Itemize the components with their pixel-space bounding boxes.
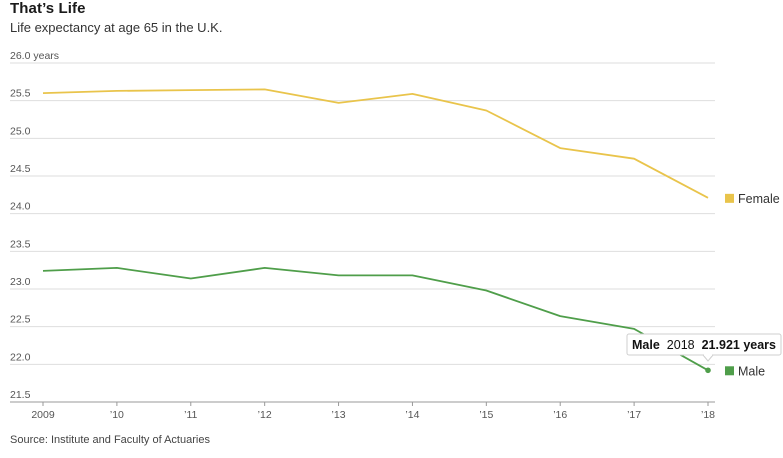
x-tick-label: ’16 <box>553 409 567 421</box>
x-tick-label: ’18 <box>701 409 715 421</box>
y-tick-label: 22.0 <box>10 351 31 363</box>
x-tick-label: ’15 <box>479 409 493 421</box>
male-data-point[interactable] <box>554 310 566 322</box>
female-data-point[interactable] <box>37 87 49 99</box>
y-tick-label: 21.5 <box>10 389 31 401</box>
male-highlight-point <box>705 367 711 374</box>
female-legend-label: Female <box>738 192 780 206</box>
female-data-point[interactable] <box>406 88 418 100</box>
tooltip-value: 21.921 years <box>702 338 776 352</box>
female-data-point[interactable] <box>111 85 123 97</box>
x-tick-label: ’14 <box>405 409 419 421</box>
chart-subtitle: Life expectancy at age 65 in the U.K. <box>10 20 223 35</box>
x-tick-label: ’10 <box>110 409 124 421</box>
y-tick-label: 22.5 <box>10 314 31 326</box>
y-tick-label: 25.5 <box>10 88 31 100</box>
female-series-line <box>42 88 709 199</box>
y-tick-label: 24.5 <box>10 163 31 175</box>
male-data-point[interactable] <box>406 269 418 281</box>
male-data-point[interactable] <box>333 269 345 281</box>
tooltip-text: Male 2018 21.921 years <box>632 338 776 352</box>
x-tick-label: ’11 <box>184 409 197 421</box>
tooltip-series: Male <box>632 338 660 352</box>
tooltip-year: 2018 <box>667 338 695 352</box>
male-series-line <box>42 266 709 372</box>
female-data-point[interactable] <box>259 83 271 95</box>
male-data-point[interactable] <box>259 262 271 274</box>
tooltip-pointer <box>702 354 714 362</box>
x-tick-label: ’13 <box>332 409 346 421</box>
x-tick-label: 2009 <box>31 409 55 421</box>
y-tick-label: 23.5 <box>10 238 31 250</box>
female-data-point[interactable] <box>628 153 640 165</box>
source-note: Source: Institute and Faculty of Actuari… <box>10 434 210 446</box>
female-data-point[interactable] <box>480 104 492 116</box>
female-data-point[interactable] <box>702 192 714 204</box>
male-legend-swatch <box>725 366 734 376</box>
y-tick-label: 24.0 <box>10 201 31 213</box>
female-data-point[interactable] <box>333 97 345 109</box>
male-legend-label: Male <box>738 364 765 378</box>
male-data-point[interactable] <box>185 272 197 284</box>
female-legend-swatch <box>725 193 734 203</box>
female-data-point[interactable] <box>185 84 197 96</box>
male-data-point[interactable] <box>111 262 123 274</box>
y-tick-label: 26.0 years <box>10 50 59 62</box>
female-data-point[interactable] <box>554 142 566 154</box>
male-data-point[interactable] <box>37 265 49 277</box>
y-tick-label: 25.0 <box>10 125 31 137</box>
x-tick-label: ’17 <box>627 409 641 421</box>
chart-title: That’s Life <box>10 0 86 17</box>
male-data-point[interactable] <box>480 285 492 297</box>
x-tick-label: ’12 <box>258 409 272 421</box>
male-data-point[interactable] <box>628 323 640 335</box>
y-tick-label: 23.0 <box>10 276 31 288</box>
